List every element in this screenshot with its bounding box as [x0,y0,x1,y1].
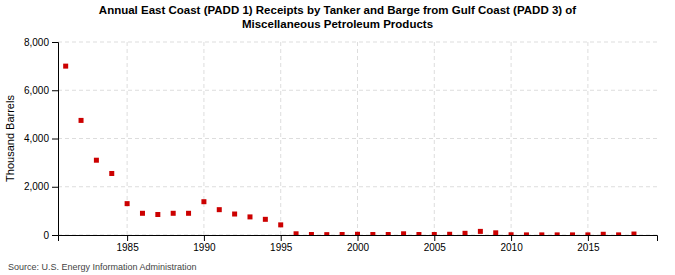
point [324,232,329,235]
point [631,232,636,235]
tick-mark [52,235,58,236]
tick-label: 2010 [500,242,523,253]
point [201,199,206,204]
points [63,64,636,235]
tick-label: 6,000 [24,85,49,96]
tick-label: 8,000 [24,37,49,48]
tick: 2000 [347,235,370,253]
grid-line [280,42,281,235]
tick-mark [127,235,128,241]
point [94,158,99,163]
point [340,232,345,235]
axis-line [59,236,658,242]
point [125,201,130,206]
x-axis: 1985 1990 1995 2000 2005 2010 2015 [59,235,658,253]
title: Annual East Coast (PADD 1) Receipts by T… [99,4,576,30]
point [186,211,191,216]
grid-line [511,42,512,235]
tick: 2015 [577,235,600,253]
point [555,232,560,235]
tick: 1995 [270,235,293,253]
tick-mark [434,235,435,241]
tick-mark [204,235,205,241]
point [155,212,160,217]
tick-label: 0 [43,230,49,241]
point [524,232,529,235]
tick-label: 2005 [424,242,447,253]
tick-label: 2000 [347,242,370,253]
tick-mark [281,235,282,241]
y-axis: 0 2,000 4,000 6,000 8,000 [24,37,59,241]
point [493,230,498,235]
tick-mark [511,235,512,241]
tick-mark [52,139,58,140]
tick-mark [358,235,359,241]
tick-label: 2,000 [24,181,49,192]
grid-line [357,42,358,235]
tick-label: 1990 [193,242,216,253]
tick: 1985 [116,235,139,253]
tick-mark [588,235,589,241]
point [539,232,544,235]
point [247,214,252,219]
tick: 4,000 [24,133,58,144]
point [401,231,406,235]
grid-line [434,42,435,235]
point [140,211,145,216]
tick-mark [52,42,58,43]
point [463,231,468,235]
point [570,232,575,235]
grid-line [58,186,657,187]
point [478,229,483,234]
tick: 6,000 [24,85,58,96]
title-line: Miscellaneous Petroleum Products [242,18,433,30]
point [432,232,437,235]
annotation: Source: U.S. Energy Information Administ… [8,262,197,272]
tick: 2005 [424,235,447,253]
point [509,232,514,235]
point [278,222,283,227]
point [309,232,314,235]
tick: 2,000 [24,181,58,192]
tick: 1990 [193,235,216,253]
plot: 1985 1990 1995 2000 2005 2010 2015 0 2,000 4,000 6… [24,37,658,253]
point [370,232,375,235]
tick: 2010 [500,235,523,253]
point [232,212,237,217]
grid-line [203,42,204,235]
point [263,217,268,222]
point [386,232,391,235]
point [585,232,590,235]
point [416,232,421,235]
point [294,231,299,235]
chart: 1985 1990 1995 2000 2005 2010 2015 0 2,000 4,000 6… [0,0,675,275]
tick-label: 1995 [270,242,293,253]
grid-line [58,90,657,91]
point [79,118,84,123]
point [63,64,68,69]
grid-line [587,42,588,235]
point [217,207,222,212]
point [355,232,360,235]
grid [58,42,657,235]
tick: 0 [43,230,58,241]
tick-label: 2015 [577,242,600,253]
point [601,232,606,235]
tick-label: 4,000 [24,133,49,144]
tick-mark [52,187,58,188]
tick-label: 1985 [116,242,139,253]
axis-line [52,43,59,236]
title-line: Annual East Coast (PADD 1) Receipts by T… [99,4,576,16]
y-axis-label: Thousand Barrels [4,95,16,182]
tick-mark [52,90,58,91]
tick: 8,000 [24,37,58,48]
point [616,232,621,235]
grid-line [58,138,657,139]
point [171,211,176,216]
point [447,232,452,235]
point [109,171,114,176]
